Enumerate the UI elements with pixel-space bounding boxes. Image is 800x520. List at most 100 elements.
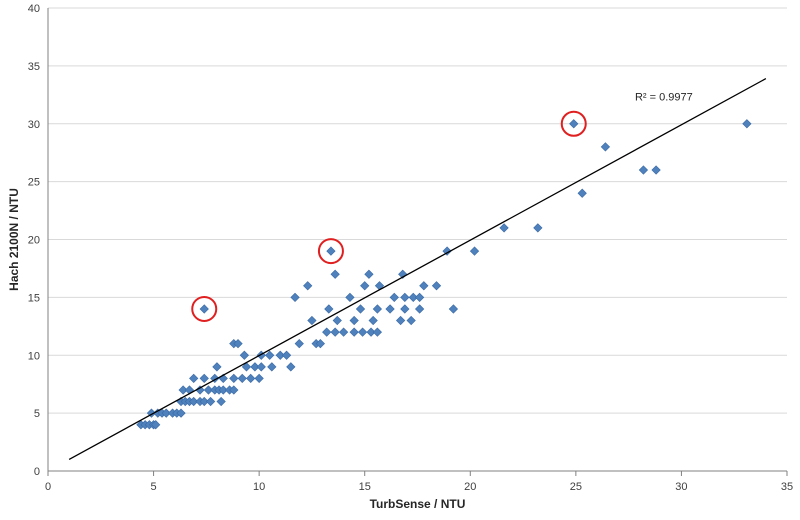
data-point [469,246,480,256]
data-point [330,327,340,337]
data-point [355,304,366,314]
data-point [414,292,425,302]
x-tick-label-30: 30 [675,481,687,493]
data-point [233,339,243,349]
data-point [218,385,228,395]
x-tick-label-20: 20 [464,481,476,493]
data-point [250,362,260,372]
data-point [499,223,509,233]
data-point [366,327,376,337]
data-point [290,292,300,302]
data-point [349,315,359,326]
data-point [205,396,216,407]
data-point [195,385,205,395]
y-tick-label-10: 10 [28,350,40,362]
data-point [372,304,383,314]
data-point [151,420,161,430]
data-point [349,327,359,337]
data-point [307,315,317,326]
data-point [448,304,459,314]
data-point [330,269,340,279]
y-axis-title: Hach 2100N / NTU [7,188,21,291]
data-point [360,281,370,291]
data-point [267,362,277,372]
gridlines [48,7,787,414]
data-point [212,362,222,372]
x-axis-title: TurbSense / NTU [370,497,466,511]
x-tick-label-10: 10 [253,481,265,493]
data-point [324,304,334,314]
data-point [357,327,368,337]
data-point [326,246,336,256]
data-point [400,292,410,302]
data-point [408,292,418,302]
data-point [389,292,399,302]
data-point [203,385,214,395]
data-point [338,327,349,337]
y-tick-label-25: 25 [28,177,40,189]
data-point [395,315,406,326]
data-point [229,385,239,395]
data-point [442,246,452,256]
data-point [406,315,416,326]
data-point [332,315,342,326]
data-point [216,396,226,407]
data-point [265,350,275,360]
y-tick-label-35: 35 [28,61,40,73]
data-point [533,223,543,233]
data-point [199,373,209,384]
data-point [638,165,649,175]
x-tick-label-15: 15 [359,481,371,493]
x-tick-label-35: 35 [781,481,793,493]
data-point [315,339,325,349]
highlight-circles [191,110,587,322]
y-tick-label-5: 5 [34,408,40,420]
x-tick-label-25: 25 [570,481,582,493]
data-point [275,350,285,360]
highlight-circle [560,110,587,137]
data-point [178,385,188,395]
data-point [189,373,199,384]
data-point [345,292,355,302]
x-tick-label-0: 0 [45,481,51,493]
y-tick-label-15: 15 [28,292,40,304]
data-point [651,165,661,175]
data-point [368,315,378,326]
data-point [239,350,249,360]
y-tick-label-40: 40 [28,3,40,15]
data-point [294,339,304,349]
data-point [256,362,266,372]
axes [47,8,788,476]
highlight-circle [317,238,344,265]
data-point [246,373,256,384]
data-point [199,304,209,314]
data-point [237,373,247,384]
data-point [281,350,292,360]
highlight-circle [191,295,218,322]
data-point [569,119,579,129]
data-point [600,142,611,152]
data-point [577,188,587,198]
data-point [286,362,296,372]
data-point [414,304,425,314]
data-point [241,362,252,372]
y-tick-label-0: 0 [34,466,40,478]
data-point [161,408,171,418]
data-point [303,281,313,291]
data-point [254,373,264,384]
trendline-group [68,78,767,460]
y-tick-label-20: 20 [28,235,40,247]
data-point [176,408,186,418]
y-tick-label-30: 30 [28,119,40,131]
data-points [136,119,752,430]
data-point [398,269,408,279]
y-tick-labels: 0 5 10 15 20 25 30 35 40 [28,3,40,478]
data-point [742,119,752,129]
data-point [189,396,199,407]
data-point [229,373,239,384]
x-tick-labels: 0 5 10 15 20 25 30 35 [45,481,793,493]
data-point [372,327,383,337]
r-squared-annotation: R² = 0.9977 [635,92,693,104]
data-point [385,304,395,314]
